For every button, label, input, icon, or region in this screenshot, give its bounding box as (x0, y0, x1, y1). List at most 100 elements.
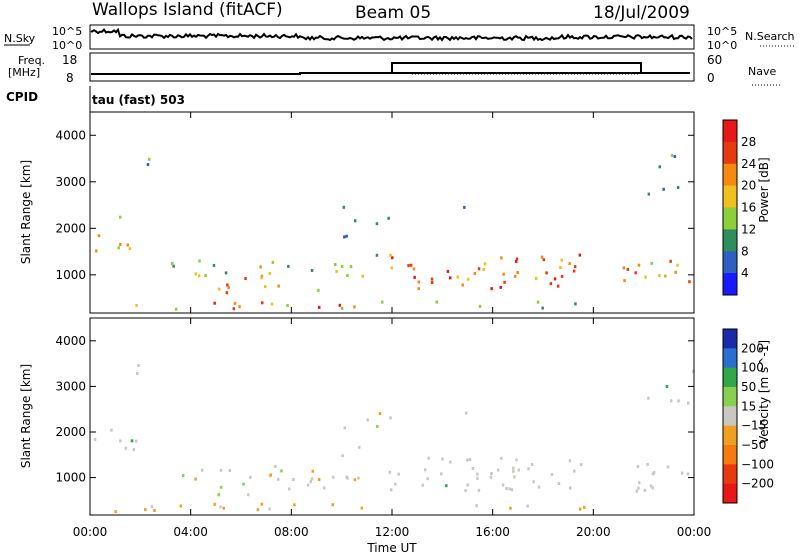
data-cell (574, 302, 577, 306)
data-cell (345, 234, 348, 238)
colorbar-segment (723, 445, 737, 465)
data-cell (277, 477, 280, 481)
data-cell (665, 385, 669, 388)
data-cell (680, 471, 684, 475)
data-cell (341, 454, 344, 458)
data-cell (391, 256, 394, 260)
data-cell (225, 291, 229, 295)
y-tick-label: 1000 (55, 471, 86, 485)
data-cell (397, 472, 400, 476)
data-cell (197, 274, 201, 278)
colorbar-segment (723, 273, 737, 296)
data-cell (583, 505, 586, 509)
data-cell (260, 502, 264, 506)
freq-unit: [MHz] (8, 66, 40, 79)
data-cell (153, 509, 156, 512)
data-cell (286, 304, 289, 307)
data-cell (390, 488, 393, 492)
data-cell (572, 269, 576, 273)
data-cell (227, 286, 230, 290)
velocity-frame (89, 317, 695, 516)
colorbar-tick-label: 12 (741, 222, 756, 236)
data-cell (464, 489, 467, 493)
x-tick-label: 12:00 (375, 525, 410, 539)
x-axis: 00:00 04:00 08:00 12:00 16:00 20:00 00:00 (73, 112, 711, 539)
data-cell (669, 259, 672, 263)
freq-label: Freq. (18, 54, 45, 67)
data-cell (476, 476, 479, 480)
power-scatter (95, 153, 691, 311)
nsky-label: N.Sky (4, 32, 36, 45)
data-cell (219, 485, 223, 489)
data-cell (545, 271, 548, 275)
data-cell (692, 369, 695, 373)
data-cell (213, 301, 216, 305)
y-tick-label: 3000 (55, 175, 86, 189)
nave-tick-bottom: 0 (707, 71, 715, 85)
data-cell (560, 258, 563, 262)
velocity-panel: 1000 2000 3000 4000 Slant Range [km] 200 100… (19, 317, 774, 516)
data-cell (676, 263, 679, 267)
data-cell (578, 253, 582, 257)
data-cell (198, 259, 201, 263)
data-cell (622, 266, 626, 270)
data-cell (426, 477, 429, 481)
data-cell (340, 306, 344, 310)
data-cell (514, 259, 518, 263)
data-cell (517, 468, 520, 472)
freq-frame (89, 52, 695, 82)
colorbar-tick-label: 16 (741, 201, 756, 215)
data-cell (174, 307, 178, 311)
data-cell (338, 303, 342, 307)
data-cell (573, 469, 576, 473)
data-cell (357, 445, 361, 449)
data-cell (463, 205, 466, 209)
velocity-y-axis: 1000 2000 3000 4000 (55, 334, 694, 485)
colorbar-tick-label: 20 (741, 179, 756, 193)
data-cell (132, 448, 136, 452)
data-cell (317, 478, 321, 481)
colorbar-segment (723, 425, 737, 446)
data-cell (649, 484, 653, 488)
data-cell (413, 275, 416, 279)
data-cell (311, 469, 314, 473)
data-cell (264, 285, 267, 289)
data-cell (527, 467, 530, 471)
data-cell (483, 262, 487, 266)
data-cell (357, 476, 360, 480)
data-cell (473, 272, 477, 275)
colorbar-tick-label: −100 (741, 457, 774, 471)
data-cell (512, 469, 515, 473)
data-cell (288, 487, 291, 491)
power-frame (89, 111, 695, 314)
data-cell (292, 478, 295, 481)
data-cell (647, 396, 650, 400)
data-cell (271, 260, 275, 264)
data-cell (219, 505, 222, 509)
power-panel: 1000 2000 3000 4000 Slant Range [km] 4 8 12 16… (19, 111, 771, 314)
data-cell (466, 458, 469, 462)
data-cell (638, 481, 641, 485)
data-cell (353, 219, 357, 223)
data-cell (119, 243, 122, 246)
data-cell (559, 266, 562, 269)
nave-step-line (391, 62, 642, 74)
data-cell (664, 274, 667, 278)
data-cell (226, 283, 229, 287)
data-cell (389, 253, 392, 257)
data-cell (244, 277, 247, 280)
data-cell (449, 276, 452, 280)
data-cell (232, 307, 236, 311)
data-cell (261, 301, 264, 305)
data-cell (233, 301, 237, 305)
data-cell (500, 456, 503, 460)
data-cell (471, 467, 475, 470)
data-cell (676, 186, 680, 189)
data-cell (280, 469, 283, 473)
data-cell (260, 276, 263, 280)
data-cell (623, 279, 626, 283)
data-cell (119, 215, 122, 219)
colorbar-tick-label: −15 (741, 419, 766, 433)
y-tick-label: 2000 (55, 221, 86, 235)
data-cell (580, 463, 583, 467)
